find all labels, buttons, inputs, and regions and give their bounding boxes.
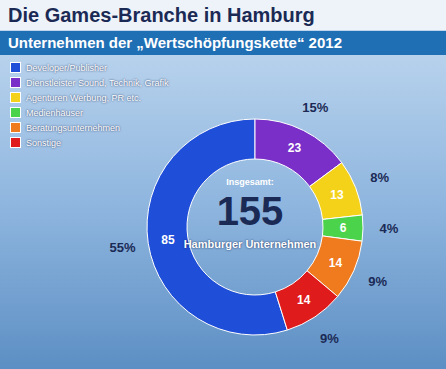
svg-text:8%: 8% (370, 170, 389, 185)
svg-text:6: 6 (340, 221, 347, 235)
html-text:Die Games-Branche in Hamburg: Die Games-Branche in Hamburg (8, 4, 315, 26)
svg-text:55%: 55% (110, 240, 136, 255)
svg-text:9%: 9% (320, 331, 339, 346)
svg-text:9%: 9% (368, 274, 387, 289)
html-text:Medienhäuser: Medienhäuser (26, 107, 83, 118)
svg-text:15%: 15% (302, 100, 328, 115)
svg-text:14: 14 (297, 293, 311, 307)
html-text:Insgesamt:: Insgesamt: (226, 177, 274, 187)
html-text:Unternehmen der „Wertschöpfung: Unternehmen der „Wertschöpfungskette“ 20… (8, 34, 342, 51)
html-text:Hamburger Unternehmen: Hamburger Unternehmen (183, 238, 317, 250)
html-text:Developer/Publisher: Developer/Publisher (26, 62, 107, 73)
svg-text:4%: 4% (380, 221, 399, 236)
svg-text:13: 13 (330, 188, 344, 202)
html-text:Agenturen Werbung, PR etc.: Agenturen Werbung, PR etc. (26, 92, 141, 103)
html-text:Beratungsunternehmen: Beratungsunternehmen (26, 122, 121, 133)
html-text:Dienstleister Sound, Technik,: Dienstleister Sound, Technik, Grafik (26, 77, 169, 88)
svg-text:23: 23 (288, 141, 302, 155)
svg-text:85: 85 (161, 233, 175, 247)
html-text:155: 155 (216, 189, 284, 233)
html-text:Sonstige: Sonstige (26, 137, 61, 148)
svg-text:14: 14 (329, 256, 343, 270)
